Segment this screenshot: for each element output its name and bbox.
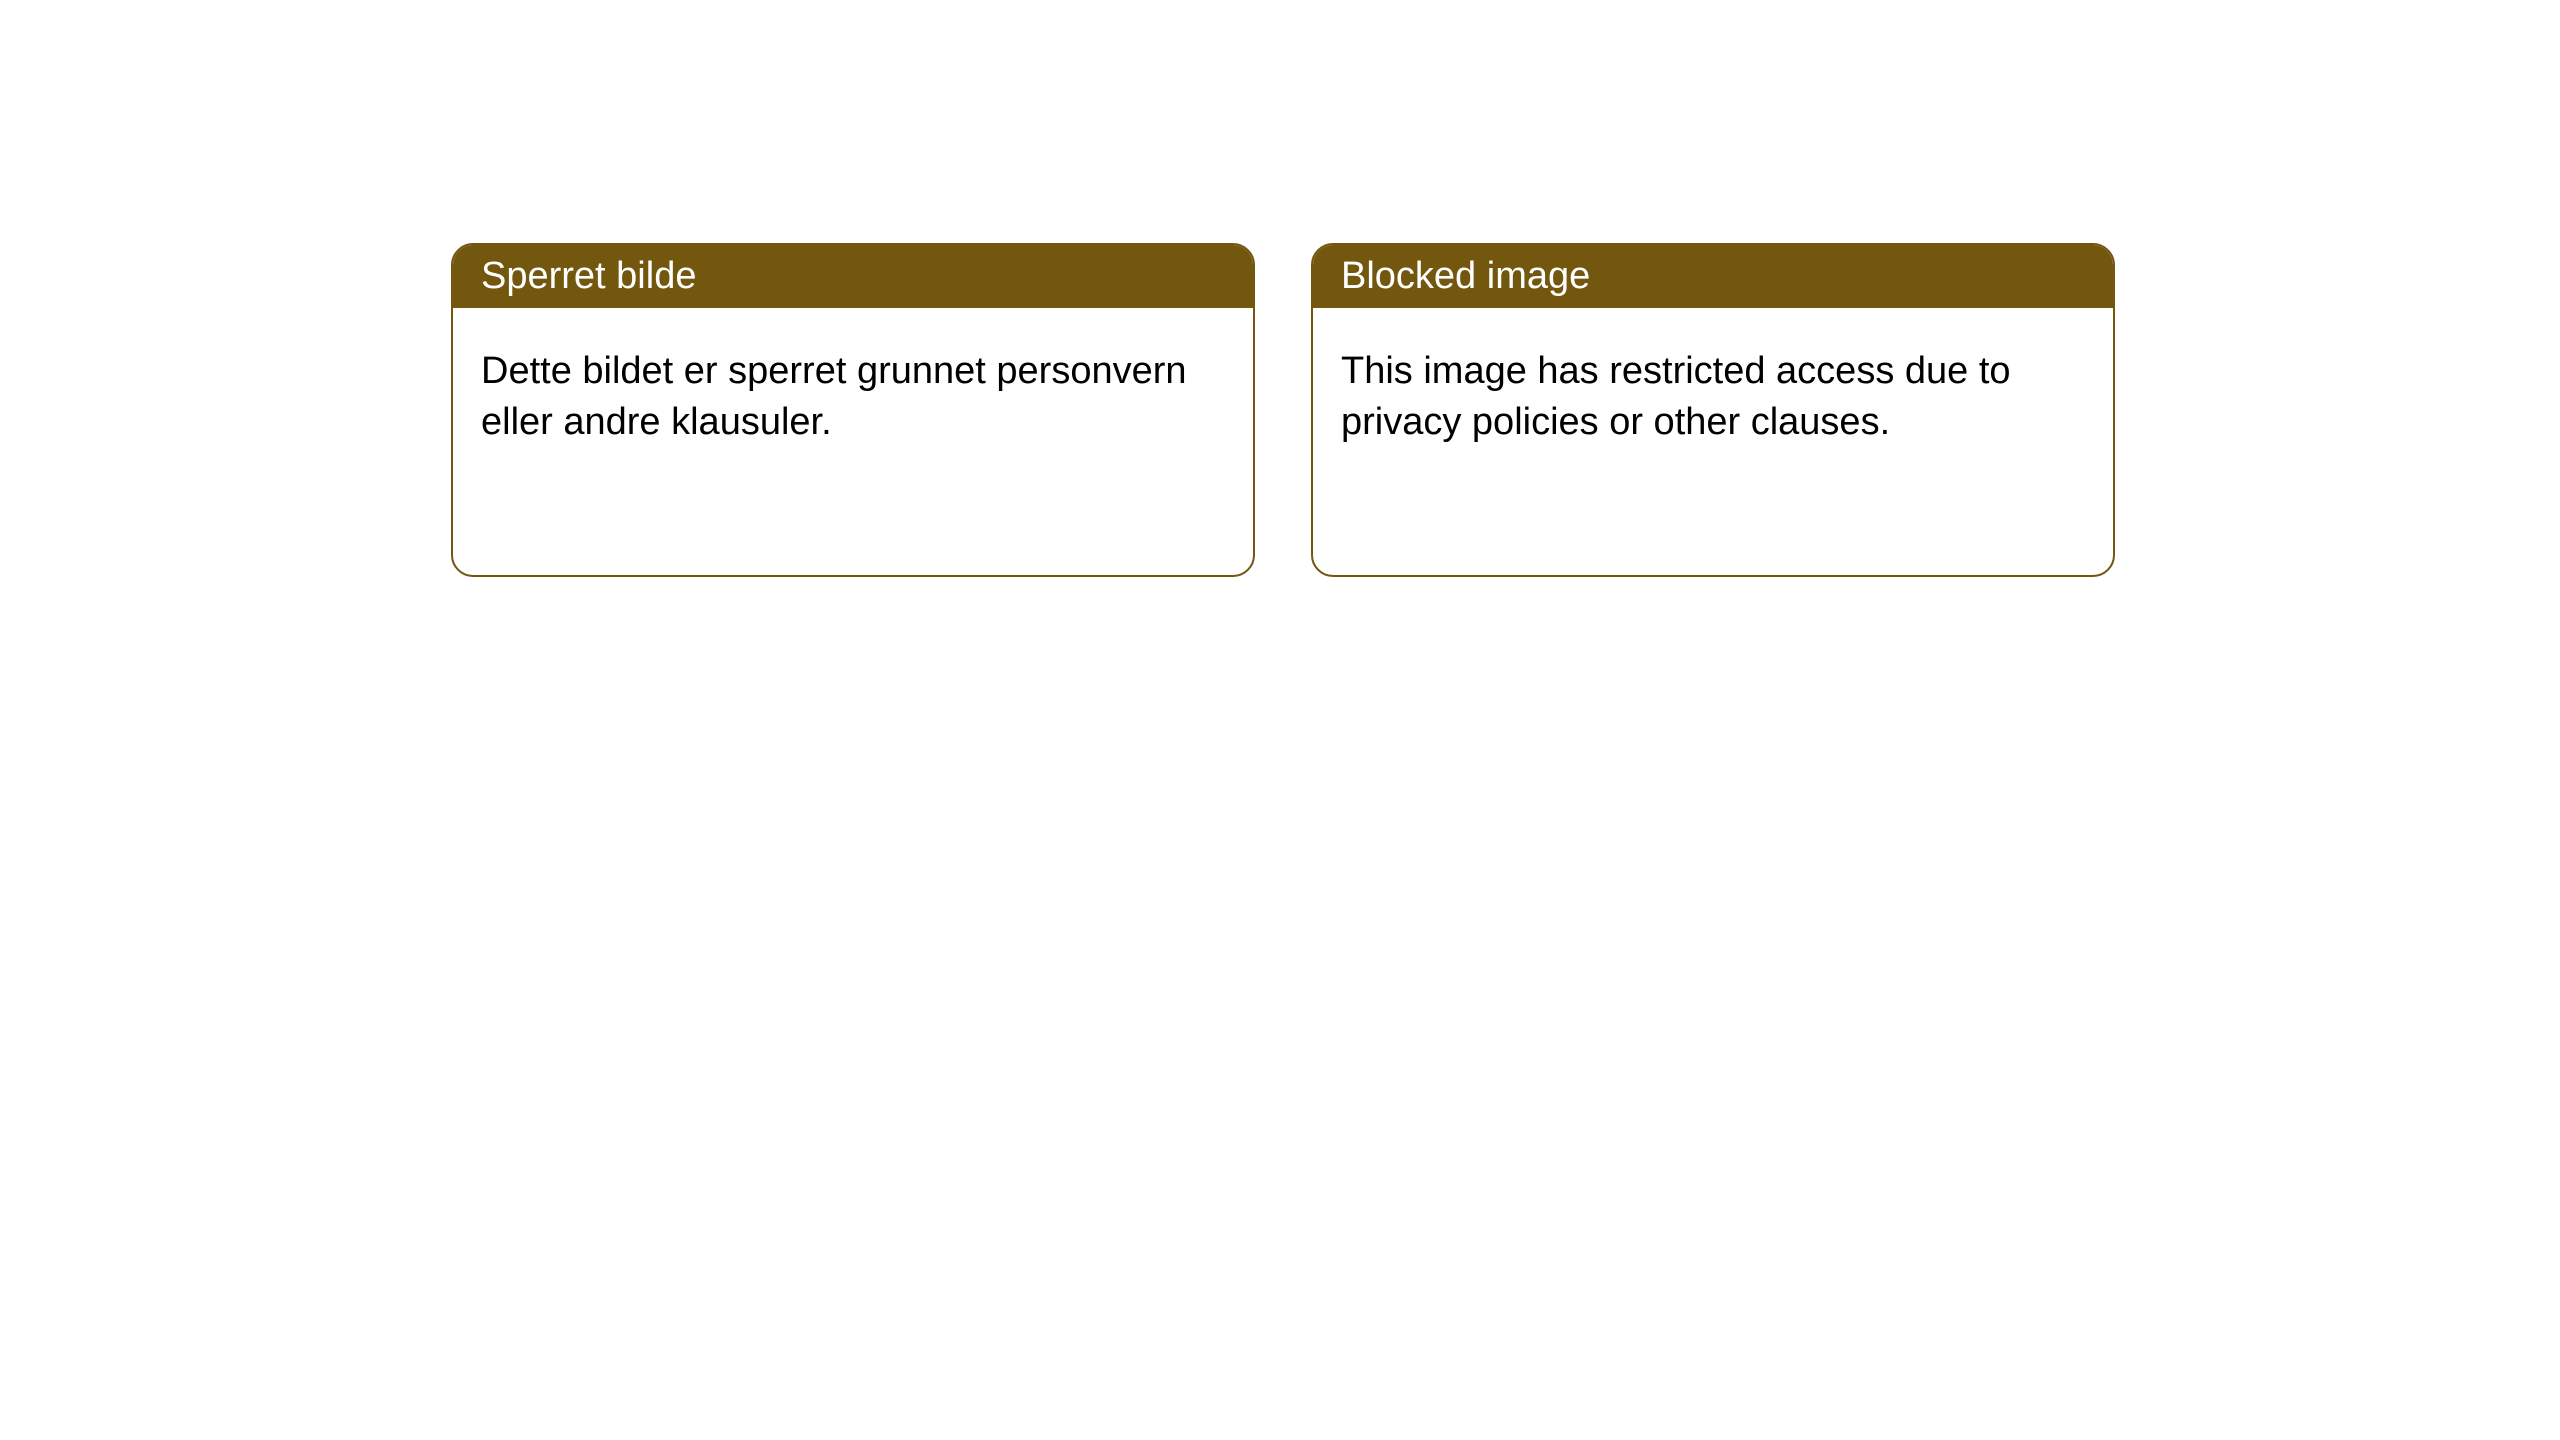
card-body-text: Dette bildet er sperret grunnet personve… [481,350,1187,443]
card-title: Blocked image [1341,255,1590,297]
notice-card-norwegian: Sperret bilde Dette bildet er sperret gr… [451,243,1255,577]
card-header: Sperret bilde [453,245,1253,308]
notice-card-english: Blocked image This image has restricted … [1311,243,2115,577]
card-body: Dette bildet er sperret grunnet personve… [453,308,1253,487]
card-header: Blocked image [1313,245,2113,308]
card-body-text: This image has restricted access due to … [1341,350,2011,443]
notice-cards-container: Sperret bilde Dette bildet er sperret gr… [0,0,2560,577]
card-body: This image has restricted access due to … [1313,308,2113,487]
card-title: Sperret bilde [481,255,696,297]
